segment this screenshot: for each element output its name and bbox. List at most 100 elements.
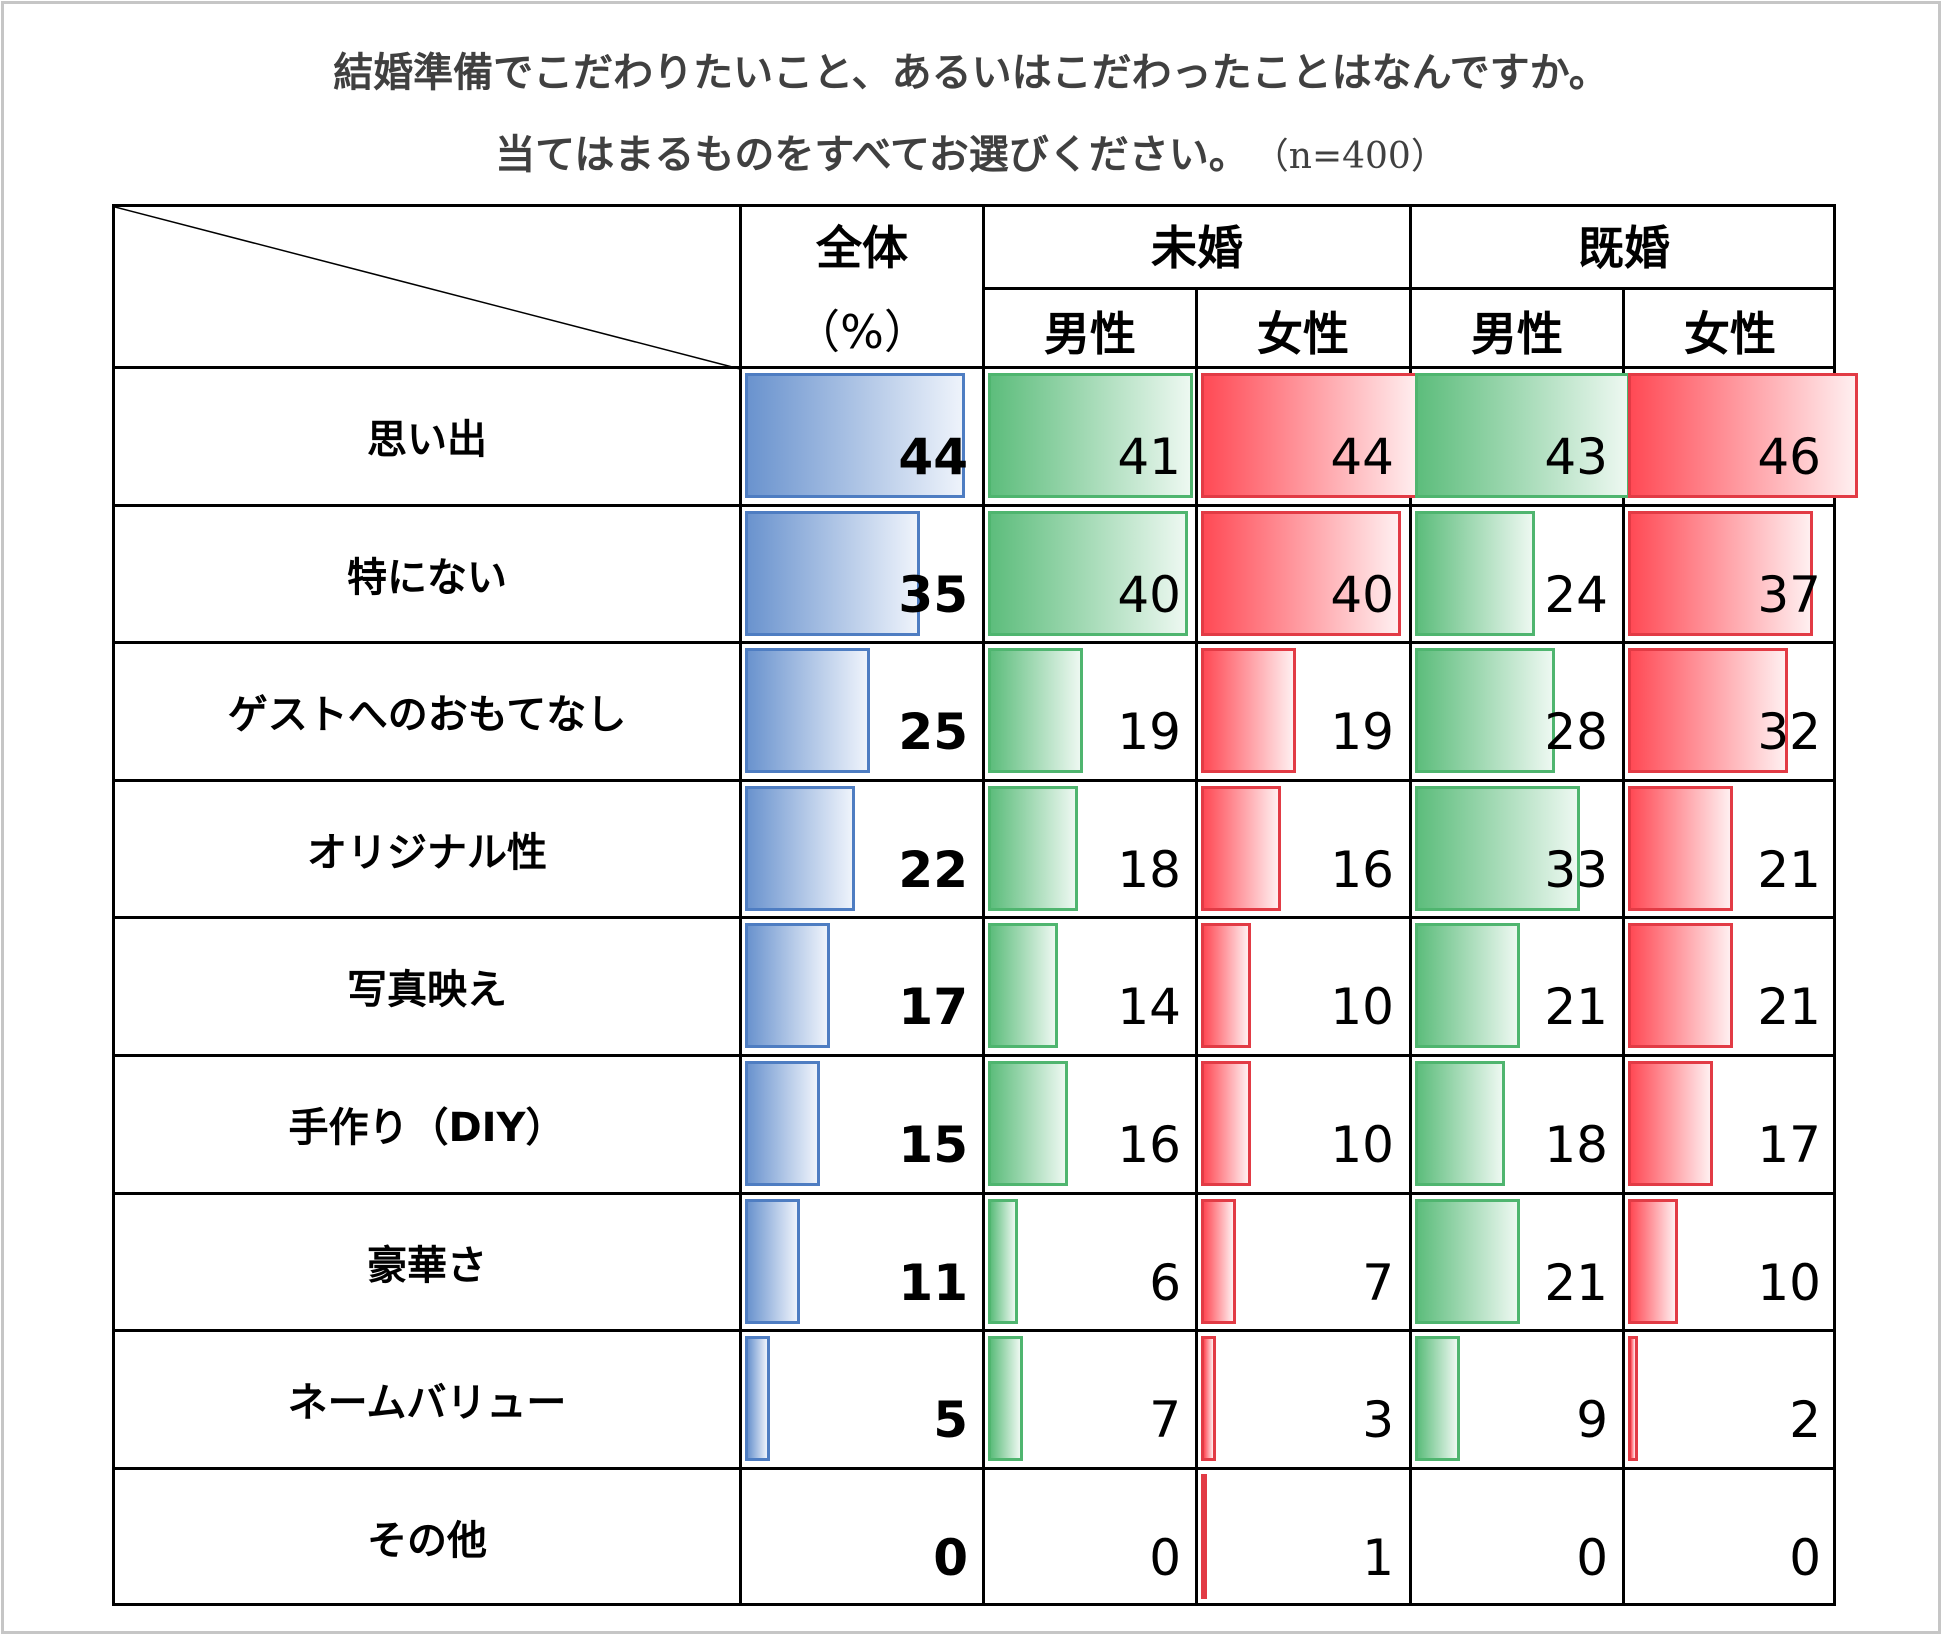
- bar-married-female: [1628, 373, 1858, 498]
- row-divider: [112, 641, 1836, 644]
- value-unmarried-female: 7: [1362, 1254, 1394, 1312]
- bar-all: [745, 786, 855, 911]
- bar-unmarried-female: [1201, 373, 1421, 498]
- value-unmarried-female: 40: [1330, 566, 1394, 624]
- value-married-female: 17: [1757, 1116, 1821, 1174]
- value-unmarried-male: 6: [1149, 1254, 1181, 1312]
- value-all: 0: [933, 1529, 968, 1587]
- bar-unmarried-male: [988, 923, 1058, 1048]
- row-label: その他: [367, 1518, 487, 1564]
- bar-married-female: [1628, 1199, 1678, 1324]
- bar-married-female: [1628, 1061, 1713, 1186]
- value-married-male: 0: [1576, 1529, 1608, 1587]
- value-married-female: 21: [1757, 841, 1821, 899]
- value-unmarried-female: 16: [1330, 841, 1394, 899]
- title-line-1: 結婚準備でこだわりたいこと、あるいはこだわったことはなんですか。: [333, 50, 1609, 96]
- header-married: 既婚: [1578, 221, 1670, 275]
- bar-unmarried-female: [1201, 1474, 1207, 1599]
- value-unmarried-female: 10: [1330, 978, 1394, 1036]
- value-unmarried-female: 3: [1362, 1391, 1394, 1449]
- bar-married-male: [1415, 1061, 1505, 1186]
- row-label: 特にない: [347, 555, 507, 601]
- bar-married-female: [1628, 786, 1733, 911]
- value-unmarried-male: 14: [1117, 978, 1181, 1036]
- row-label: ネームバリュー: [287, 1380, 567, 1426]
- value-all: 5: [933, 1391, 968, 1449]
- sample-size: （n=400）: [1270, 136, 1447, 177]
- bar-all: [745, 1199, 800, 1324]
- value-married-female: 21: [1757, 978, 1821, 1036]
- bar-married-male: [1415, 648, 1555, 773]
- row-divider: [112, 504, 1836, 507]
- column-divider: [1622, 287, 1625, 1606]
- value-all: 17: [898, 978, 968, 1036]
- header-married-male: 男性: [1471, 307, 1563, 361]
- row-label: 写真映え: [347, 967, 507, 1013]
- row-label: 手作り（DIY）: [288, 1105, 566, 1151]
- bar-unmarried-female: [1201, 923, 1251, 1048]
- value-unmarried-female: 10: [1330, 1116, 1394, 1174]
- bar-unmarried-female: [1201, 786, 1281, 911]
- value-all: 25: [898, 703, 968, 761]
- value-all: 35: [898, 566, 968, 624]
- value-married-male: 43: [1544, 428, 1608, 486]
- bar-all: [745, 373, 965, 498]
- row-divider: [112, 1467, 1836, 1470]
- bar-unmarried-female: [1201, 1199, 1236, 1324]
- bar-married-male: [1415, 1336, 1460, 1461]
- header-unmarried-male: 男性: [1044, 307, 1136, 361]
- value-married-female: 32: [1757, 703, 1821, 761]
- bar-unmarried-male: [988, 511, 1188, 636]
- bar-unmarried-male: [988, 373, 1193, 498]
- bar-unmarried-male: [988, 648, 1083, 773]
- header-unit: （%）: [794, 305, 930, 359]
- value-married-male: 9: [1576, 1391, 1608, 1449]
- bar-unmarried-male: [988, 1336, 1023, 1461]
- row-label: 豪華さ: [367, 1243, 487, 1289]
- value-married-female: 2: [1789, 1391, 1821, 1449]
- row-divider: [112, 779, 1836, 782]
- value-married-male: 21: [1544, 978, 1608, 1036]
- bar-all: [745, 1336, 770, 1461]
- value-married-female: 46: [1757, 428, 1821, 486]
- bar-unmarried-female: [1201, 1061, 1251, 1186]
- header-unmarried-female: 女性: [1257, 307, 1349, 361]
- value-unmarried-male: 40: [1117, 566, 1181, 624]
- bar-married-female: [1628, 1336, 1638, 1461]
- bar-married-female: [1628, 648, 1788, 773]
- value-unmarried-male: 19: [1117, 703, 1181, 761]
- value-married-male: 28: [1544, 703, 1608, 761]
- value-married-female: 0: [1789, 1529, 1821, 1587]
- value-unmarried-male: 7: [1149, 1391, 1181, 1449]
- value-married-male: 24: [1544, 566, 1608, 624]
- value-all: 44: [898, 428, 968, 486]
- value-married-female: 10: [1757, 1254, 1821, 1312]
- subheader-divider: [982, 287, 1836, 290]
- bar-unmarried-female: [1201, 511, 1401, 636]
- value-married-female: 37: [1757, 566, 1821, 624]
- value-unmarried-female: 19: [1330, 703, 1394, 761]
- row-divider: [112, 916, 1836, 919]
- title-line-2-text: 当てはまるものをすべてお選びください。: [495, 132, 1249, 178]
- chart-title: 結婚準備でこだわりたいこと、あるいはこだわったことはなんですか。 当てはまるもの…: [0, 32, 1942, 198]
- header-unmarried: 未婚: [1151, 221, 1243, 275]
- value-married-male: 18: [1544, 1116, 1608, 1174]
- bar-unmarried-male: [988, 1061, 1068, 1186]
- bar-married-male: [1415, 1199, 1520, 1324]
- bar-all: [745, 648, 870, 773]
- row-divider: [112, 1192, 1836, 1195]
- row-label: 思い出: [367, 417, 487, 463]
- value-unmarried-female: 44: [1330, 428, 1394, 486]
- column-divider: [1409, 204, 1412, 1606]
- title-line-2: 当てはまるものをすべてお選びください。 （n=400）: [0, 114, 1942, 198]
- value-unmarried-male: 16: [1117, 1116, 1181, 1174]
- bar-married-male: [1415, 511, 1535, 636]
- value-unmarried-female: 1: [1362, 1529, 1394, 1587]
- header-all: 全体: [816, 221, 908, 275]
- bar-married-female: [1628, 923, 1733, 1048]
- row-divider: [112, 366, 1836, 369]
- bar-all: [745, 511, 920, 636]
- data-table: [112, 204, 1836, 1606]
- header-married-female: 女性: [1684, 307, 1776, 361]
